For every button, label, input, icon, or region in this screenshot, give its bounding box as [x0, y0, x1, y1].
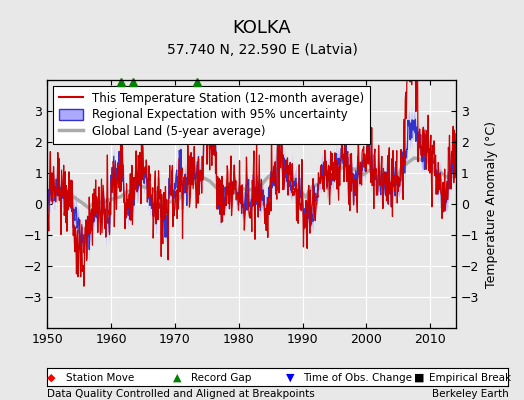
Text: Station Move: Station Move	[66, 373, 134, 383]
Text: 57.740 N, 22.590 E (Latvia): 57.740 N, 22.590 E (Latvia)	[167, 43, 357, 57]
Text: ▲: ▲	[173, 373, 181, 383]
Text: KOLKA: KOLKA	[233, 19, 291, 37]
Text: ◆: ◆	[47, 373, 56, 383]
Text: Berkeley Earth: Berkeley Earth	[432, 389, 508, 399]
Text: Empirical Break: Empirical Break	[429, 373, 511, 383]
Text: ■: ■	[414, 373, 424, 383]
Text: Time of Obs. Change: Time of Obs. Change	[303, 373, 412, 383]
Text: ▼: ▼	[286, 373, 294, 383]
Legend: This Temperature Station (12-month average), Regional Expectation with 95% uncer: This Temperature Station (12-month avera…	[53, 86, 370, 144]
Text: Data Quality Controlled and Aligned at Breakpoints: Data Quality Controlled and Aligned at B…	[47, 389, 315, 399]
Y-axis label: Temperature Anomaly (°C): Temperature Anomaly (°C)	[485, 120, 498, 288]
Text: Record Gap: Record Gap	[191, 373, 252, 383]
